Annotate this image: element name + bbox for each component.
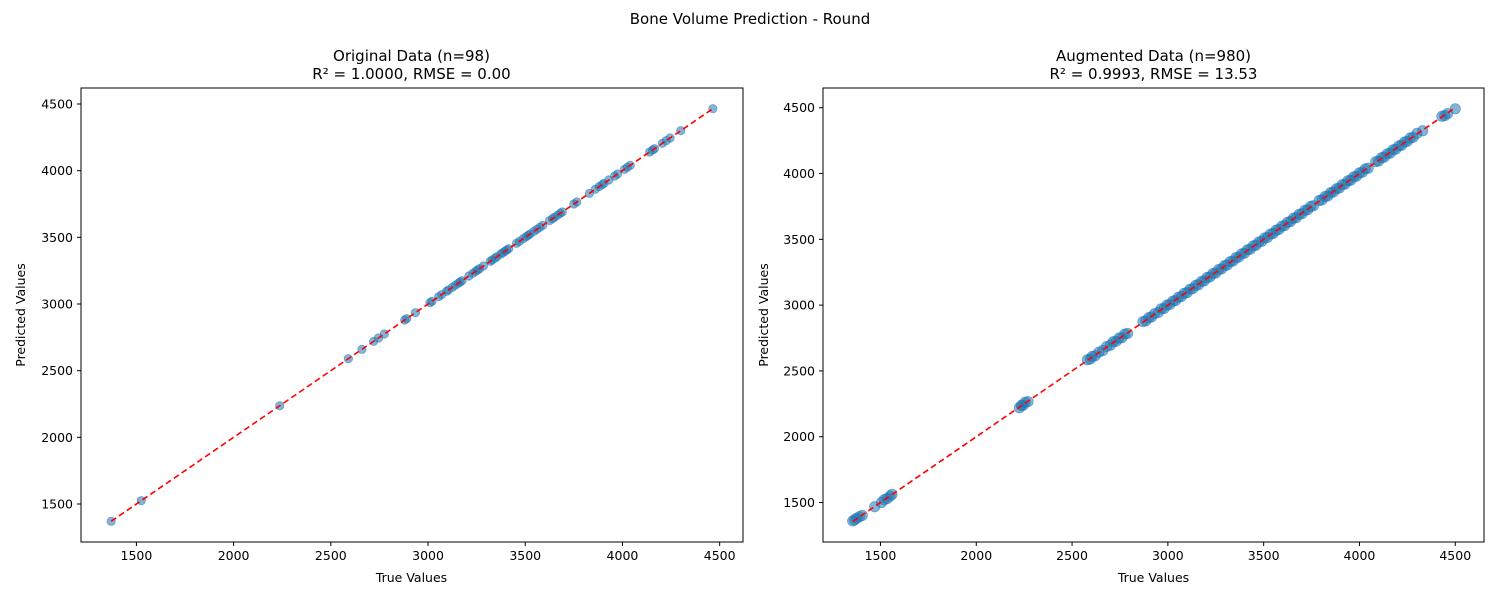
x-tick-label: 4000 (607, 548, 639, 563)
y-tick-label: 2000 (783, 429, 815, 444)
plot-subtitle: R² = 1.0000, RMSE = 0.00 (312, 65, 510, 83)
y-tick-label: 3500 (783, 232, 815, 247)
y-tick-label: 2500 (783, 363, 815, 378)
x-tick-label: 2500 (315, 548, 347, 563)
x-tick-label: 3000 (412, 548, 444, 563)
identity-line (110, 108, 714, 522)
plot-subtitle: R² = 0.9993, RMSE = 13.53 (1050, 65, 1258, 83)
y-tick-label: 2500 (41, 363, 73, 378)
axes-frame (80, 87, 744, 543)
y-tick-label: 4500 (41, 97, 73, 112)
x-tick-label: 2500 (1056, 548, 1088, 563)
data-point (1449, 103, 1461, 115)
y-tick-label: 4000 (41, 163, 73, 178)
y-axis-label: Predicted Values (756, 263, 771, 367)
axes-frame (822, 87, 1485, 543)
x-tick-label: 2000 (218, 548, 250, 563)
x-tick-label: 4000 (1344, 548, 1376, 563)
identity-line (852, 107, 1456, 523)
y-tick-label: 3500 (41, 230, 73, 245)
x-tick-label: 1500 (865, 548, 897, 563)
y-tick-label: 1500 (41, 497, 73, 512)
y-tick-label: 4500 (783, 100, 815, 115)
x-tick-label: 3000 (1152, 548, 1184, 563)
plot-augmented-data: Augmented Data (n=980) R² = 0.9993, RMSE… (756, 47, 1485, 585)
plot-original-data: Original Data (n=98) R² = 1.0000, RMSE =… (13, 47, 744, 585)
x-axis-label: True Values (375, 570, 447, 585)
x-tick-label: 3500 (509, 548, 541, 563)
data-layer (106, 104, 718, 526)
y-tick-label: 3000 (783, 298, 815, 313)
x-tick-label: 4500 (704, 548, 736, 563)
x-tick-label: 4500 (1439, 548, 1471, 563)
figure-suptitle: Bone Volume Prediction - Round (630, 10, 870, 28)
y-tick-label: 2000 (41, 430, 73, 445)
x-tick-label: 3500 (1248, 548, 1280, 563)
y-axis-label: Predicted Values (13, 263, 28, 367)
data-layer (847, 103, 1461, 527)
tick-layer: 1500 2000 2500 3000 3500 4000 4500 1500 2000 2500… (783, 100, 1471, 563)
x-tick-label: 1500 (121, 548, 153, 563)
plot-title: Original Data (n=98) (333, 47, 490, 65)
x-axis-label: True Values (1117, 570, 1189, 585)
y-tick-label: 3000 (41, 297, 73, 312)
tick-layer: 1500 2000 2500 3000 3500 4000 4500 1500 2000 2500… (41, 97, 735, 564)
plot-title: Augmented Data (n=980) (1056, 47, 1251, 65)
x-tick-label: 2000 (960, 548, 992, 563)
y-tick-label: 1500 (783, 495, 815, 510)
y-tick-label: 4000 (783, 166, 815, 181)
